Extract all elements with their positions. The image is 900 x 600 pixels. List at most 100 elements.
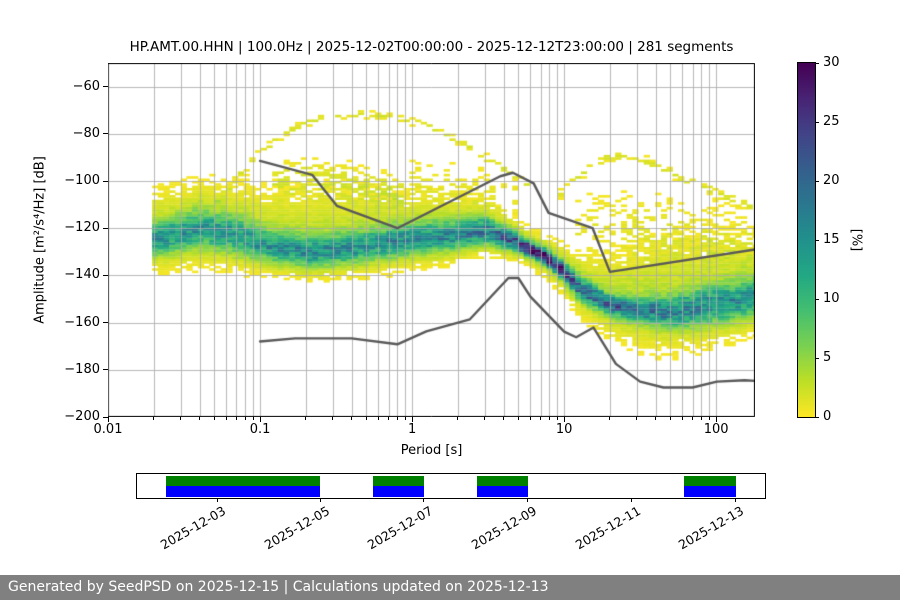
y-tick-mark (103, 416, 108, 418)
colorbar-tick-label: 15 (823, 232, 840, 247)
y-tick-mark (103, 180, 108, 182)
y-tick-mark (103, 369, 108, 371)
x-tick-mark (457, 417, 459, 420)
x-axis-label: Period [s] (400, 443, 463, 458)
timeline-date-label: 2025-12-07 (365, 503, 436, 553)
timeline-segment-data (476, 475, 529, 486)
x-tick-mark (484, 417, 486, 420)
colorbar (797, 62, 816, 418)
colorbar-tick-mark (815, 121, 819, 123)
y-tick-mark (103, 274, 108, 276)
timeline-segment-data (683, 475, 737, 486)
x-tick-mark (180, 417, 182, 420)
timeline-tick-mark (526, 498, 528, 502)
x-tick-label: 100 (703, 422, 729, 437)
x-tick-mark (388, 417, 390, 420)
timeline-segment-psd (165, 485, 320, 497)
x-tick-mark (708, 417, 710, 420)
x-tick-mark (548, 417, 550, 420)
x-tick-label: 1 (407, 422, 417, 437)
x-tick-mark (259, 417, 261, 422)
x-tick-mark (563, 417, 565, 422)
y-tick-mark (103, 133, 108, 135)
timeline-segment-data (372, 475, 424, 486)
x-tick-mark (235, 417, 237, 420)
x-tick-mark (252, 417, 254, 420)
x-tick-mark (517, 417, 519, 420)
x-tick-mark (636, 417, 638, 420)
plot-title: HP.AMT.00.HHN | 100.0Hz | 2025-12-02T00:… (129, 39, 734, 55)
x-tick-mark (655, 417, 657, 420)
x-tick-label: 10 (555, 422, 573, 437)
x-tick-mark (107, 417, 109, 422)
timeline-date-label: 2025-12-11 (572, 503, 643, 553)
timeline-segment-data (165, 475, 320, 486)
x-tick-label: 0.1 (249, 422, 271, 437)
colorbar-tick-mark (815, 180, 819, 182)
x-tick-mark (404, 417, 406, 420)
timeline-segment-psd (476, 485, 529, 497)
timeline-tick-mark (630, 498, 632, 502)
colorbar-canvas (798, 63, 815, 417)
colorbar-tick-mark (815, 357, 819, 359)
colorbar-tick-mark (815, 239, 819, 241)
x-tick-mark (244, 417, 246, 420)
x-tick-mark (556, 417, 558, 420)
colorbar-tick-mark (815, 62, 819, 64)
x-tick-mark (305, 417, 307, 420)
x-tick-mark (692, 417, 694, 420)
colorbar-tick-label: 10 (823, 291, 840, 306)
timeline-tick-mark (216, 498, 218, 502)
timeline-date-label: 2025-12-13 (676, 503, 747, 553)
x-tick-mark (609, 417, 611, 420)
colorbar-tick-mark (815, 298, 819, 300)
y-tick-label: −60 (72, 78, 100, 94)
timeline-tick-mark (319, 498, 321, 502)
x-tick-mark (351, 417, 353, 420)
colorbar-label: [%] (848, 228, 864, 252)
y-tick-mark (103, 227, 108, 229)
x-tick-mark (529, 417, 531, 420)
y-tick-label: −180 (64, 361, 100, 377)
timeline-date-label: 2025-12-05 (261, 503, 332, 553)
y-tick-label: −80 (72, 125, 100, 141)
x-tick-mark (199, 417, 201, 420)
x-tick-mark (332, 417, 334, 420)
timeline-segment-psd (683, 485, 737, 497)
x-tick-mark (225, 417, 227, 420)
ppsd-heatmap-canvas (108, 63, 755, 417)
x-tick-mark (365, 417, 367, 420)
y-tick-label: −200 (64, 409, 100, 424)
x-tick-mark (396, 417, 398, 420)
x-tick-mark (213, 417, 215, 420)
footer-text: Generated by SeedPSD on 2025-12-15 | Cal… (8, 579, 549, 595)
colorbar-tick-mark (815, 416, 819, 418)
colorbar-tick-label: 5 (823, 350, 832, 365)
y-tick-label: −140 (64, 267, 100, 283)
timeline-tick-mark (423, 498, 425, 502)
x-tick-mark (700, 417, 702, 420)
x-tick-mark (715, 417, 717, 422)
colorbar-tick-label: 0 (823, 409, 832, 424)
y-tick-mark (103, 86, 108, 88)
y-tick-label: −160 (64, 314, 100, 330)
timeline-tick-mark (734, 498, 736, 502)
x-tick-mark (669, 417, 671, 420)
x-tick-mark (540, 417, 542, 420)
timeline-date-label: 2025-12-03 (158, 503, 229, 553)
timeline-date-label: 2025-12-09 (468, 503, 539, 553)
x-tick-mark (411, 417, 413, 422)
y-tick-label: −100 (64, 173, 100, 188)
timeline-segment-psd (372, 485, 424, 497)
y-tick-label: −120 (64, 220, 100, 236)
colorbar-tick-label: 25 (823, 114, 840, 129)
x-tick-mark (681, 417, 683, 420)
y-axis-label: Amplitude [m²/s⁴/Hz] [dB] (32, 156, 48, 324)
x-tick-mark (153, 417, 155, 420)
x-tick-mark (377, 417, 379, 420)
colorbar-tick-label: 30 (823, 55, 840, 70)
x-tick-label: 0.01 (93, 422, 123, 437)
y-tick-mark (103, 322, 108, 324)
timeline-axis (136, 473, 766, 499)
